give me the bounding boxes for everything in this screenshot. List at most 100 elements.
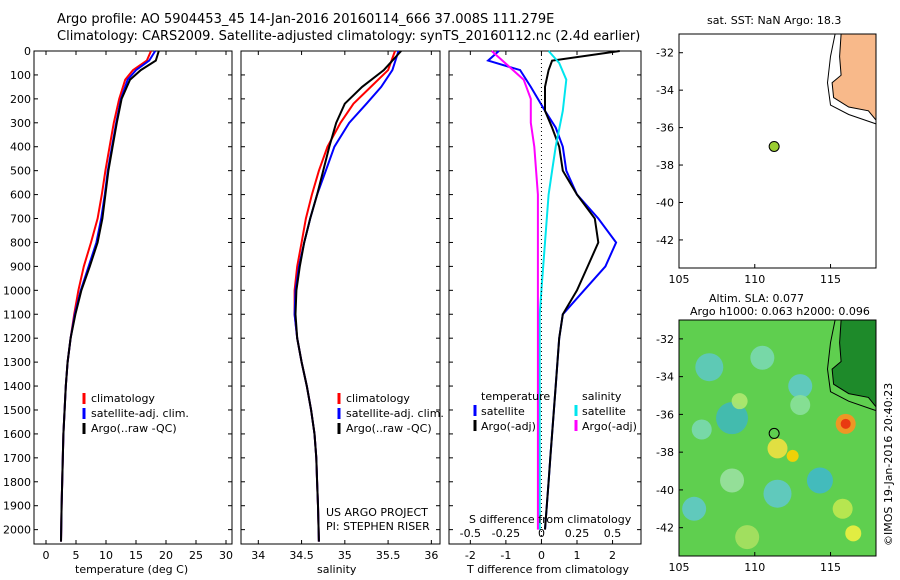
y-tick-label: 1500 [3,404,31,417]
legend-label: satellite [582,405,626,418]
imos-credit: ©IMOS 19-Jan-2016 20:40:23 [882,382,895,546]
heatmap-cell [786,449,799,462]
y-tick-label: 400 [10,141,31,154]
y-tick-label: 1900 [3,500,31,513]
y-tick-label: 2000 [3,524,31,537]
y-tick-label: 1400 [3,380,31,393]
x-tick-label: 30 [219,549,233,562]
x-tick-label: 105 [669,561,690,574]
x-tick-label: 34.5 [289,549,314,562]
y-tick-label: -40 [656,484,674,497]
top-tick-label: 0.5 [604,527,622,540]
y-tick-label: 600 [10,189,31,202]
y-tick-label: 800 [10,236,31,249]
map-frame [678,33,877,269]
shelf-contour [826,33,877,125]
heatmap-cell [695,353,724,382]
legend-label: climatology [346,392,410,405]
y-tick-label: 1000 [3,284,31,297]
x-tick-label: 5 [73,549,80,562]
legend-label: Argo(-adj) [481,420,536,433]
series-line-0 [486,50,618,530]
y-tick-label: 1300 [3,356,31,369]
argo-location-marker [768,427,780,439]
difference-panel: -2 -1 0 1 2 -0.5 -0.25 0 0.25 0.5 temperature satel… [448,50,642,562]
heatmap-cell [735,525,760,550]
series-line-1 [60,50,157,542]
y-tick-label: -32 [656,333,674,346]
y-tick-label: -34 [656,84,674,97]
y-tick-label: 900 [10,260,31,273]
series-line-1 [544,50,620,530]
legend-label: satellite-adj. clim. [346,407,444,420]
salinity-xlabel: salinity [317,563,357,576]
sst-map-panel: 105 110 115 -32 -34 -36 -38 -40 -42 [656,33,877,286]
x-tick-label: 35.5 [376,549,401,562]
y-tick-label: -40 [656,196,674,209]
shelf-contour [826,319,877,412]
legend-title: salinity [582,390,622,403]
plot-frame [448,50,642,545]
series-line-3 [491,50,539,530]
x-tick-label: 25 [189,549,203,562]
plot-frame [240,50,441,545]
y-tick-label: -36 [656,408,674,421]
y-tick-label: 1200 [3,332,31,345]
diff-xlabel: T difference from climatology [467,563,629,576]
series-line-0 [60,50,152,542]
diff-xlabel-top: S difference from climatology [469,513,632,526]
x-tick-label: 0 [538,549,545,562]
x-tick-label: 115 [820,273,841,286]
temperature-xlabel: temperature (deg C) [75,563,189,576]
y-tick-label: -32 [656,47,674,60]
heatmap-cell [763,479,792,508]
x-tick-label: 15 [129,549,143,562]
top-tick-label: -0.25 [492,527,520,540]
top-tick-label: 0 [538,527,545,540]
argo-location-marker [768,140,780,152]
heatmap-cell [845,525,862,542]
x-tick-label: -2 [465,549,476,562]
heatmap-cell [790,394,811,415]
x-tick-label: 35 [338,549,352,562]
credit-project: US ARGO PROJECT [326,506,428,519]
heatmap-cell [731,393,748,410]
heatmap-cell [682,496,707,521]
sst-map-title: sat. SST: NaN Argo: 18.3 [707,14,842,27]
y-tick-label: 1800 [3,476,31,489]
y-tick-label: -38 [656,446,674,459]
y-tick-label: -38 [656,159,674,172]
legend-label: satellite-adj. clim. [91,407,189,420]
salinity-panel: 34 34.5 35 35.5 36 climatology satellite-adj. … [240,50,444,562]
legend-label: Argo(..raw -QC) [91,422,177,435]
legend-label: Argo(..raw -QC) [346,422,432,435]
heatmap-cell [720,468,745,493]
series-line-2 [60,50,160,542]
x-tick-label: 20 [159,549,173,562]
sla-map-panel: 105 110 115 -32 -34 -36 -38 -40 -42 [656,319,877,574]
y-tick-label: 200 [10,93,31,106]
y-tick-label: 0 [24,45,31,58]
x-tick-label: 110 [744,273,765,286]
temperature-panel: 0 5 10 15 20 25 300100200300400500600700800900… [3,45,233,562]
x-tick-label: -1 [500,549,511,562]
y-tick-label: 1100 [3,308,31,321]
legend-label: climatology [91,392,155,405]
heatmap-cell [840,418,851,429]
x-tick-label: 1 [574,549,581,562]
heatmap-cell [716,402,749,435]
heatmap-cell [767,438,788,459]
credit-pi: PI: STEPHEN RISER [326,520,430,533]
x-tick-label: 105 [669,273,690,286]
plot-frame [33,50,233,545]
y-tick-label: 300 [10,117,31,130]
x-tick-label: 115 [820,561,841,574]
y-tick-label: 500 [10,165,31,178]
x-tick-label: 2 [609,549,616,562]
series-line-2 [294,50,402,542]
top-tick-label: 0.25 [565,527,590,540]
x-tick-label: 0 [43,549,50,562]
x-tick-label: 34 [251,549,265,562]
sla-map-title-1: Altim. SLA: 0.077 [709,292,805,305]
